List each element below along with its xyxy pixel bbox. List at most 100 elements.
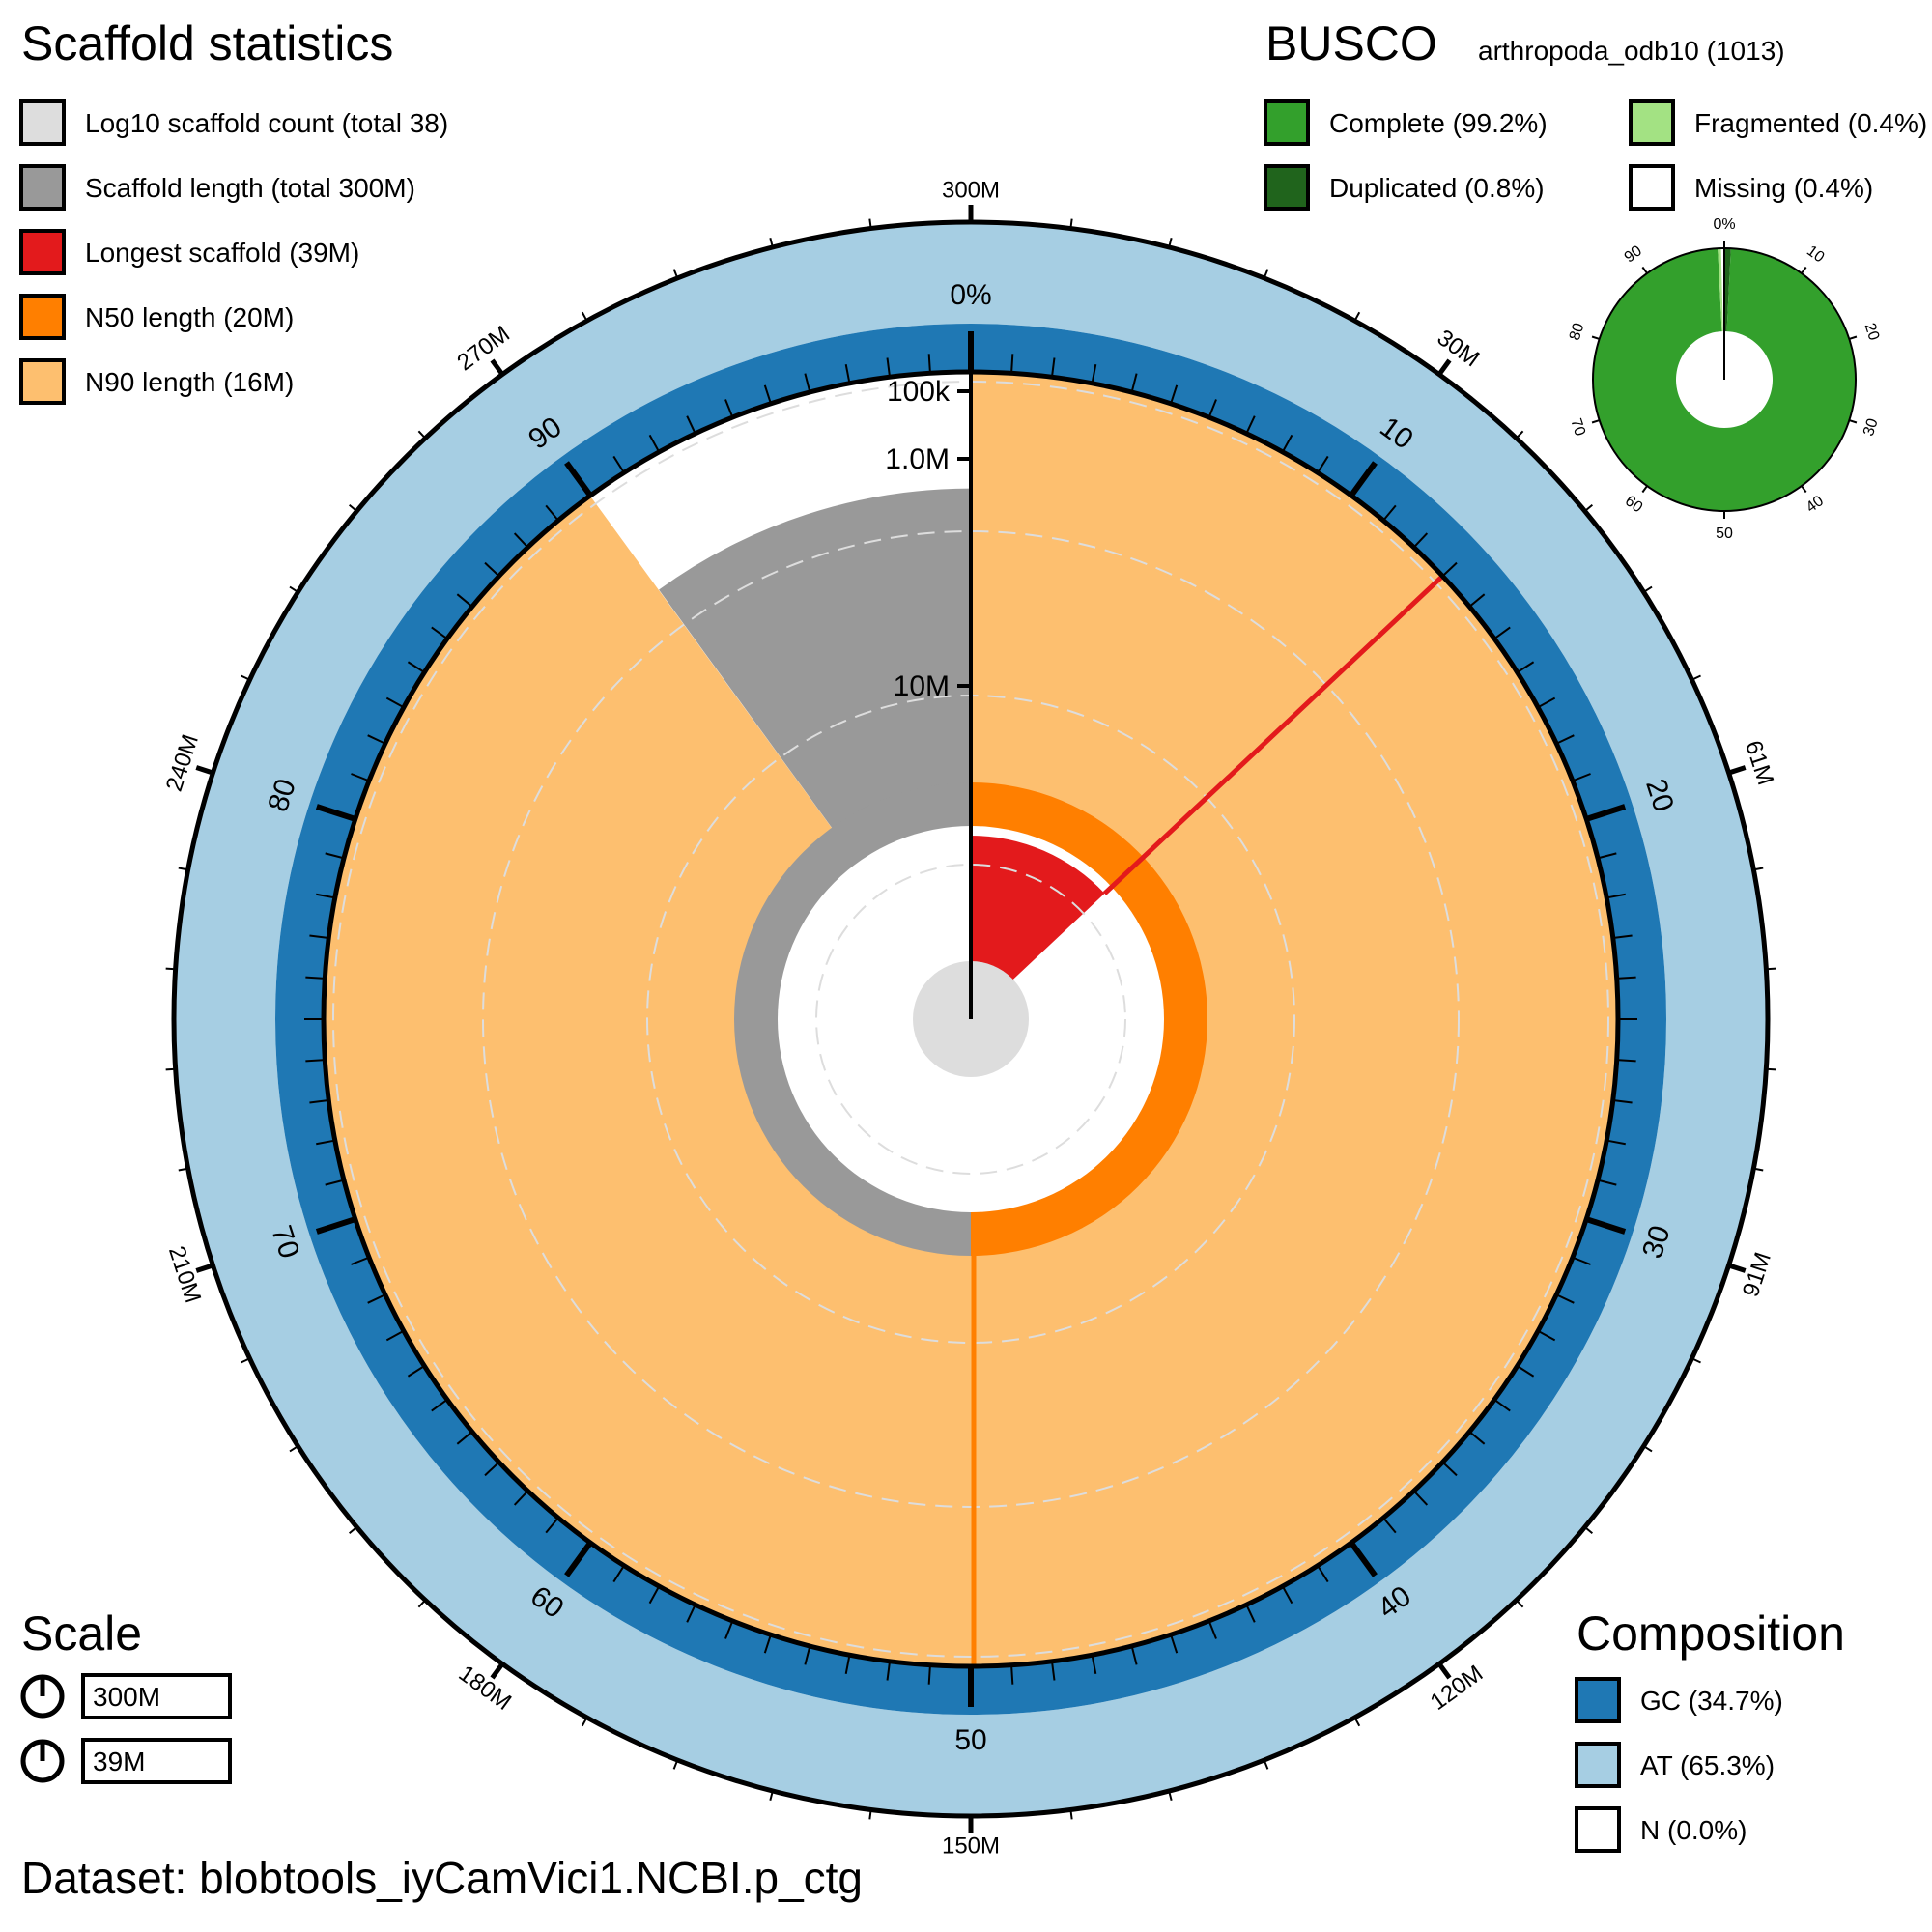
percent-tick: [1412, 532, 1429, 549]
outer-tick-label: 210M: [163, 1243, 206, 1306]
outer-tick: [1643, 585, 1653, 593]
outer-tick: [1353, 311, 1361, 322]
scale-box: [81, 1738, 232, 1784]
percent-tick: [844, 1654, 851, 1674]
scaffold-legend-swatch: [19, 229, 66, 275]
percent-tick: [309, 1098, 329, 1104]
outer-tick: [348, 1526, 357, 1535]
outer-tick: [1436, 1662, 1452, 1680]
percent-tick: [431, 1399, 448, 1412]
busco-pie-tick-label: 90: [1622, 242, 1645, 266]
dataset-label: Dataset: blobtools_iyCamVici1.NCBI.p_ctg: [21, 1853, 863, 1903]
outer-tick: [417, 1599, 426, 1608]
plot-hole-right: [971, 942, 1093, 1140]
percent-tick: [1208, 1620, 1217, 1639]
composition-legend-swatch: [1575, 1806, 1621, 1853]
scaffold-legend-label: Log10 scaffold count (total 38): [85, 108, 448, 138]
outer-tick-label: 91M: [1738, 1249, 1776, 1300]
grid-circle-2: [482, 530, 1460, 1508]
percent-tick: [367, 734, 386, 745]
scaffold-legend-swatch: [19, 358, 66, 405]
percent-tick: [305, 976, 326, 980]
percent-tick: [1349, 1541, 1378, 1577]
radial-tick-label: 10M: [894, 670, 950, 702]
outer-tick: [490, 358, 505, 377]
composition-legend-label: AT (65.3%): [1640, 1750, 1775, 1780]
outer-tick: [1691, 1357, 1701, 1364]
percent-tick: [1245, 1604, 1256, 1623]
outer-tick: [289, 1445, 298, 1453]
percent-tick: [724, 399, 734, 418]
busco-pie-tick-label: 40: [1804, 493, 1827, 516]
outer-tick: [1643, 1445, 1653, 1453]
percent-tick: [1585, 1216, 1627, 1235]
percent-tick: [564, 461, 593, 497]
outer-tick: [289, 585, 298, 593]
outer-tick: [581, 1717, 588, 1727]
outer-tick: [1069, 218, 1073, 229]
busco-title: BUSCO: [1265, 16, 1437, 71]
percent-tick: [1130, 1645, 1138, 1665]
outer-tick: [1691, 674, 1701, 681]
busco-pie-tick-label: 10: [1804, 242, 1827, 266]
percent-tick: [325, 1179, 345, 1186]
percent-tick: [1572, 773, 1591, 782]
outer-tick: [1727, 1263, 1747, 1273]
scaffold-stats-title: Scaffold statistics: [21, 16, 393, 71]
percent-tick: [1010, 1664, 1014, 1685]
busco-pie-tick-label: 30: [1861, 416, 1882, 438]
scale-label: 39M: [93, 1747, 145, 1776]
percent-tick: [385, 696, 405, 709]
busco-pie: 0% 10 20 30 40 50 60 70 80 90: [1567, 216, 1883, 542]
scaffold-legend-label: N90 length (16M): [85, 367, 294, 397]
outer-tick: [1168, 237, 1173, 248]
percent-tick-label: 0%: [950, 279, 991, 311]
percent-tick: [1208, 399, 1217, 418]
busco-legend-swatch: [1629, 99, 1675, 146]
percent-tick: [1537, 1329, 1556, 1342]
percent-tick: [927, 1664, 931, 1685]
percent-tick: [612, 1565, 625, 1583]
percent-tick: [1616, 1059, 1636, 1063]
percent-tick: [1517, 661, 1535, 673]
percent-tick: [385, 1329, 405, 1342]
busco-duplicated-slice: [1724, 248, 1731, 332]
busco-pie-tick: [1641, 485, 1648, 494]
percent-tick: [1612, 1098, 1633, 1104]
longest-scaffold-line: [1102, 574, 1445, 895]
busco-legend-swatch: [1264, 164, 1310, 211]
outer-tick: [165, 967, 176, 971]
percent-tick: [1281, 434, 1293, 453]
percent-tick: [1517, 1365, 1535, 1378]
percent-tick: [1382, 1517, 1397, 1534]
percent-tick: [545, 504, 559, 522]
busco-legend-swatch: [1629, 164, 1675, 211]
percent-tick: [1245, 415, 1256, 435]
percent-tick: [407, 1365, 425, 1378]
outer-tick: [1069, 1809, 1073, 1820]
busco-pie-tick: [1849, 419, 1858, 424]
percent-tick: [1441, 1461, 1458, 1477]
busco-legend-swatch: [1264, 99, 1310, 146]
busco-pie-tick-label: 60: [1622, 493, 1645, 516]
percent-tick: [513, 1490, 529, 1506]
outer-tick: [868, 1809, 872, 1820]
busco-pie-tick-label: 80: [1567, 321, 1588, 342]
percent-tick: [407, 661, 425, 673]
percent-tick: [1010, 354, 1014, 374]
busco-pie-tick-label: 0%: [1713, 216, 1735, 233]
percent-tick: [1050, 357, 1056, 378]
percent-tick: [315, 804, 356, 822]
outer-tick: [195, 1263, 214, 1273]
busco-complete-slice: [1593, 248, 1856, 512]
composition-legend-label: N (0.0%): [1640, 1815, 1747, 1845]
percent-tick: [1468, 1431, 1486, 1445]
scaffold-legend-swatch: [19, 294, 66, 340]
composition-legend-swatch: [1575, 1677, 1621, 1723]
composition-legend-label: GC (34.7%): [1640, 1686, 1783, 1716]
outer-tick: [1766, 1067, 1776, 1071]
outer-tick: [178, 867, 188, 871]
percent-tick: [804, 1645, 811, 1665]
outer-tick: [1263, 1759, 1269, 1770]
outer-tick-label: 61M: [1740, 737, 1778, 788]
